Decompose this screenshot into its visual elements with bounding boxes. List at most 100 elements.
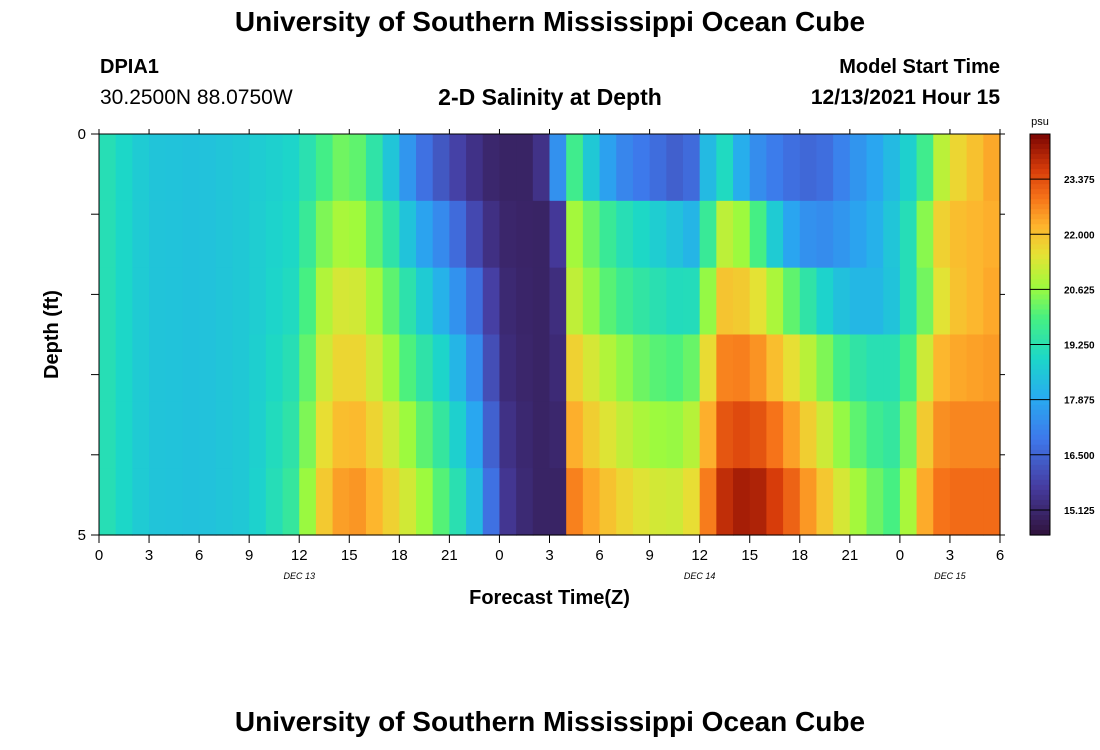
heatmap-cell [282, 200, 300, 269]
x-tick-label: 6 [195, 547, 203, 564]
heatmap-cell [883, 334, 901, 402]
heatmap-cell [265, 267, 284, 336]
heatmap-cell [599, 134, 617, 202]
heatmap-cell [365, 401, 384, 469]
heatmap-cell [883, 134, 901, 202]
heatmap-cell [699, 401, 717, 469]
heatmap-cell [315, 468, 334, 536]
colorbar-segment [1030, 464, 1050, 471]
heatmap-cell [749, 200, 768, 269]
heatmap-cell [716, 267, 734, 336]
heatmap-cell [365, 200, 384, 269]
heatmap-cell [883, 401, 901, 469]
heatmap-cell [199, 334, 217, 402]
heatmap-cell [165, 267, 184, 336]
colorbar-segment [1030, 449, 1050, 456]
colorbar-segment [1030, 524, 1050, 531]
heatmap-cell [416, 134, 434, 202]
heatmap-cell [599, 267, 617, 336]
heatmap-cell [933, 334, 951, 402]
heatmap-cell [182, 134, 200, 202]
station-coordinates: 30.2500N 88.0750W [100, 86, 293, 109]
x-tick-label: 6 [595, 547, 603, 564]
colorbar-segment [1030, 304, 1050, 311]
heatmap-cell [115, 200, 133, 269]
heatmap-cell [666, 468, 684, 536]
colorbar-segment [1030, 329, 1050, 336]
heatmap-cell [182, 200, 200, 269]
colorbar-segment [1030, 499, 1050, 506]
heatmap-cell [716, 334, 734, 402]
heatmap-cell [432, 267, 450, 336]
heatmap-cell [249, 468, 267, 536]
heatmap-cell [966, 134, 984, 202]
heatmap-cell [916, 334, 934, 402]
x-tick-label: 18 [391, 547, 408, 564]
colorbar-frame [1029, 133, 1051, 536]
heatmap-cell [332, 401, 350, 469]
heatmap-cell [99, 267, 117, 336]
colorbar-segment [1030, 144, 1050, 150]
colorbar-tick-label: 17.875 [1064, 396, 1095, 407]
heatmap-cell [849, 200, 868, 269]
heatmap-cell [599, 200, 617, 269]
heatmap-cell [733, 401, 751, 469]
colorbar-segment [1030, 384, 1050, 391]
heatmap-cell [816, 334, 834, 402]
heatmap-cell [132, 334, 150, 402]
heatmap-cell [115, 468, 133, 536]
heatmap-cell [249, 401, 267, 469]
heatmap-cell [733, 200, 751, 269]
heatmap-cell [799, 401, 818, 469]
heatmap-cell [816, 134, 834, 202]
colorbar-segment [1030, 404, 1050, 411]
heatmap-cell [566, 134, 584, 202]
heatmap-cell [399, 468, 417, 536]
colorbar-segment [1030, 419, 1050, 426]
axes: 0 3 6 9 12 15 18 21 0 3 6 9 12 15 18 21 0 3 6 DEC 13 DEC 14 D… [78, 126, 1005, 581]
heatmap-cell [382, 334, 400, 402]
colorbar-segment [1030, 284, 1050, 290]
heatmap-cell [749, 134, 768, 202]
heatmap-cell [649, 200, 667, 269]
heatmap-cell [783, 401, 801, 469]
heatmap-cell [265, 134, 284, 202]
heatmap-cell [582, 468, 601, 536]
heatmap-cell [849, 401, 868, 469]
heatmap-cell [632, 267, 651, 336]
colorbar-tick-label: 19.250 [1064, 341, 1095, 352]
heatmap-cell [983, 334, 1001, 402]
heatmap-cell [416, 267, 434, 336]
heatmap-cell [299, 200, 317, 269]
heatmap-cell [682, 468, 701, 536]
heatmap-cell [966, 468, 984, 536]
heatmap-cell [649, 468, 667, 536]
colorbar-segment [1030, 479, 1050, 486]
x-tick-label: 12 [291, 547, 308, 564]
heatmap-cell [682, 401, 701, 469]
heatmap-cell [649, 134, 667, 202]
heatmap-cell [766, 401, 784, 469]
heatmap-cell [899, 200, 918, 269]
colorbar-segment [1030, 324, 1050, 331]
heatmap-cell [666, 200, 684, 269]
day-label: DEC 13 [283, 571, 315, 581]
heatmap-cell [933, 468, 951, 536]
heatmap-cell [833, 468, 851, 536]
colorbar-segment [1030, 504, 1050, 511]
heatmap-cell [666, 267, 684, 336]
colorbar-segment [1030, 314, 1050, 321]
heatmap-cell [382, 134, 400, 202]
heatmap-cell [632, 334, 651, 402]
heatmap-cell [499, 134, 517, 202]
heatmap-cell [132, 468, 150, 536]
colorbar-segment [1030, 154, 1050, 160]
colorbar-segment [1030, 389, 1050, 396]
heatmap-cell [549, 267, 567, 336]
heatmap-cell [899, 267, 918, 336]
heatmap-cell [115, 267, 133, 336]
heatmap-cell [282, 334, 300, 402]
heatmap-cell [983, 134, 1001, 202]
heatmap-cell [966, 334, 984, 402]
